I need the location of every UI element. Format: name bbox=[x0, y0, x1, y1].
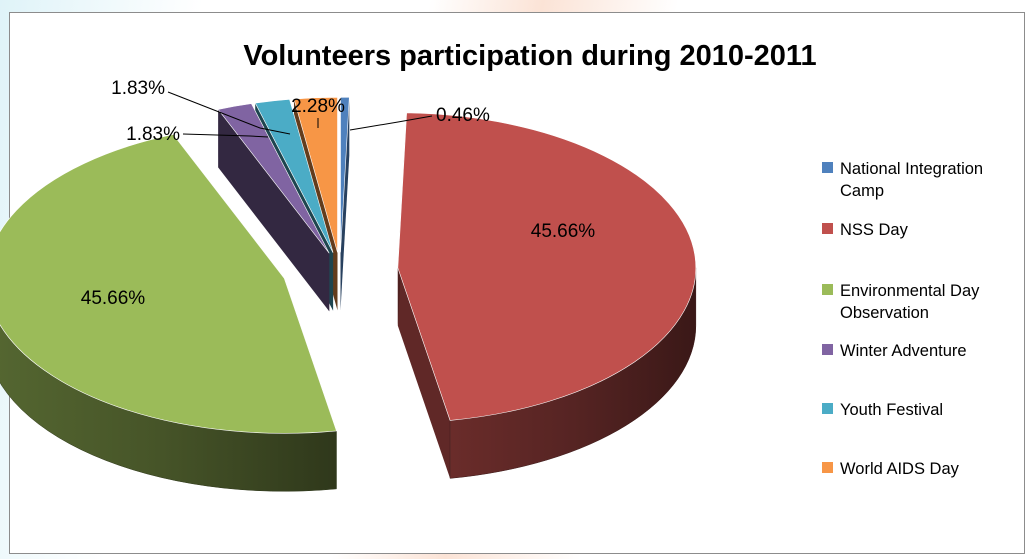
slice-cut-face-0-1 bbox=[340, 97, 350, 311]
pie-tops bbox=[0, 97, 697, 434]
legend-swatch bbox=[822, 223, 833, 234]
data-labels: 0.46% 45.66% 45.66% 1.83% 1.83% 2.28% bbox=[81, 78, 596, 309]
data-label-1: 45.66% bbox=[531, 221, 596, 242]
slice-nss-day bbox=[397, 112, 697, 421]
legend-swatch bbox=[822, 462, 833, 473]
slice-cut-face-1-1 bbox=[397, 267, 451, 479]
legend-swatch bbox=[822, 284, 833, 295]
slice-world-aids-day bbox=[293, 97, 338, 253]
slice-winter-adventure bbox=[217, 103, 330, 254]
legend-label: Environmental Day Observation bbox=[840, 282, 980, 322]
legend-label: Winter Adventure bbox=[840, 342, 967, 360]
legend-label: NSS Day bbox=[840, 221, 908, 239]
chart-title: Volunteers participation during 2010-201… bbox=[243, 40, 817, 72]
data-label-0: 0.46% bbox=[436, 105, 490, 126]
leader-line-3 bbox=[182, 133, 269, 138]
leader-line-4 bbox=[167, 91, 291, 135]
data-label-2: 45.66% bbox=[81, 288, 146, 309]
data-label-4: 1.83% bbox=[111, 78, 165, 99]
legend-label: National Integration Camp bbox=[840, 160, 984, 200]
legend-swatch bbox=[822, 344, 833, 355]
slice-national-integration-camp bbox=[340, 97, 350, 253]
legend-label: World AIDS Day bbox=[840, 460, 959, 478]
legend-swatch bbox=[822, 403, 833, 414]
leader-line-0 bbox=[349, 115, 433, 131]
slice-youth-festival bbox=[254, 99, 334, 253]
data-label-5: 2.28% bbox=[291, 96, 345, 117]
slice-environmental-day-observation bbox=[0, 134, 337, 434]
legend-swatch bbox=[822, 162, 833, 173]
slice-cut-face-3-0 bbox=[218, 109, 330, 312]
legend-label: Youth Festival bbox=[840, 401, 944, 419]
data-label-3: 1.83% bbox=[126, 124, 180, 145]
